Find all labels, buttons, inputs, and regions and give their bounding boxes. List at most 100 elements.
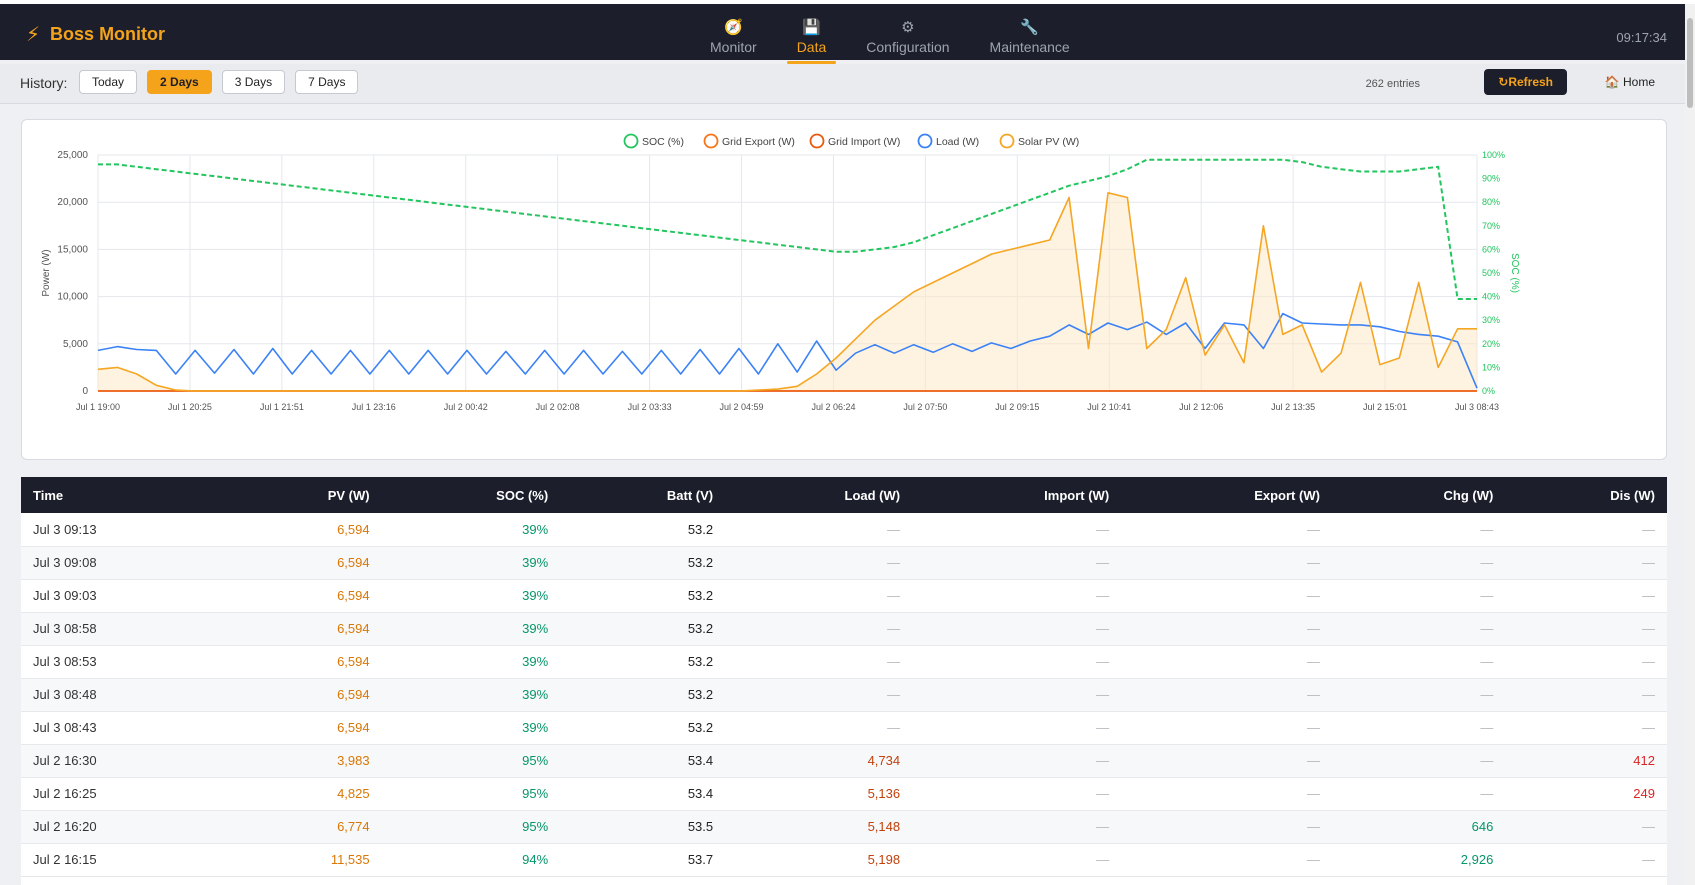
table-row[interactable]: Jul 2 16:30 3,983 95% 53.4 4,734— — —412	[21, 744, 1667, 778]
top-bar: ⚡ Boss Monitor 🧭 Monitor 💾 Data ⚙ Config…	[0, 0, 1695, 64]
col-import[interactable]: Import (W)	[1044, 487, 1110, 503]
table-row[interactable]: Jul 2 16:20 6,774 95% 53.5 5,148— —646—	[21, 810, 1667, 844]
cell-dis: —	[1505, 612, 1667, 646]
cell-chg: —	[1331, 777, 1506, 811]
table-row[interactable]: Jul 3 08:58 6,594 39% 53.2— — — — —	[21, 612, 1667, 646]
table-row[interactable]: Jul 3 09:03 6,594 39% 53.2— — — — —	[21, 579, 1667, 613]
cell-chg: —	[1331, 546, 1506, 580]
cell-export: —	[1121, 579, 1332, 613]
range-7-days-button[interactable]: 7 Days	[295, 70, 359, 94]
table-row[interactable]: Jul 3 09:08 6,594 39% 53.2— — — — —	[21, 546, 1667, 580]
nav-monitor[interactable]: 🧭 Monitor	[690, 8, 777, 64]
cell-dis: —	[1505, 843, 1667, 877]
cell-chg: —	[1331, 579, 1506, 613]
cell-load: 5,198	[725, 843, 913, 877]
series-line-soc	[98, 158, 1477, 300]
cell-time: Jul 3 09:03	[21, 579, 227, 613]
table-row[interactable]: Jul 3 08:43 6,594 39% 53.2— — — — —	[21, 711, 1667, 745]
col-time[interactable]: Time	[33, 487, 64, 503]
cell-dis: —	[1505, 678, 1667, 712]
col-soc[interactable]: SOC (%)	[496, 487, 549, 503]
x-tick-label: Jul 2 09:15	[995, 402, 1039, 412]
cell-pv: 3,983	[226, 744, 382, 778]
history-chart[interactable]: 0 5,000 10,000 15,000 20,000 25,000 0% 10% 20% 30…	[22, 120, 1668, 461]
range-today-button[interactable]: Today	[79, 70, 138, 94]
y2-tick-label: 70%	[1482, 221, 1500, 231]
table-body: Jul 3 09:13 6,594 39% 53.2— — — — — Jul 3 09:08 6…	[21, 513, 1667, 877]
table-row[interactable]: Jul 3 08:48 6,594 39% 53.2— — — — —	[21, 678, 1667, 712]
cell-soc: 39%	[381, 678, 561, 712]
table-row[interactable]: Jul 3 09:13 6,594 39% 53.2— — — — —	[21, 513, 1667, 547]
cell-load: 4,734	[725, 744, 913, 778]
x-tick-label: Jul 2 15:01	[1363, 402, 1407, 412]
history-range-buttons: Today 2 Days 3 Days 7 Days	[79, 70, 359, 94]
table-row[interactable]: Jul 2 16:25 4,825 95% 53.4 5,136— — —249	[21, 777, 1667, 811]
y-axis-title: Power (W)	[41, 249, 52, 296]
cell-batt: 53.5	[560, 810, 726, 844]
y-tick-label: 25,000	[57, 150, 88, 161]
y2-tick-label: 80%	[1482, 197, 1500, 207]
cell-time: Jul 2 16:15	[21, 843, 227, 877]
legend-marker	[999, 133, 1015, 149]
legend-marker	[703, 133, 719, 149]
cell-soc: 39%	[381, 711, 561, 745]
cell-export: —	[1121, 777, 1332, 811]
page-scrollbar[interactable]	[1685, 4, 1695, 885]
cell-batt: 53.7	[560, 843, 726, 877]
cell-time: Jul 3 09:08	[21, 546, 227, 580]
cell-pv: 4,825	[226, 777, 382, 811]
cell-soc: 95%	[381, 777, 561, 811]
cell-import: —	[912, 612, 1122, 646]
cell-pv: 6,594	[226, 513, 382, 547]
table-row[interactable]: Jul 3 08:53 6,594 39% 53.2— — — — —	[21, 645, 1667, 679]
x-tick-label: Jul 2 06:24	[811, 402, 855, 412]
cell-soc: 94%	[381, 843, 561, 877]
y2-tick-label: 30%	[1482, 315, 1500, 325]
col-dis[interactable]: Dis (W)	[1610, 487, 1655, 503]
col-batt[interactable]: Batt (V)	[666, 487, 714, 503]
cell-export: —	[1121, 810, 1332, 844]
clock: 09:17:34	[1616, 30, 1667, 45]
cell-batt: 53.2	[560, 678, 726, 712]
cell-import: —	[912, 744, 1122, 778]
history-table: Time PV (W) SOC (%) Batt (V) Load (W) Im…	[21, 477, 1667, 877]
cell-import: —	[912, 843, 1122, 877]
legend-marker	[623, 133, 639, 149]
cell-soc: 39%	[381, 579, 561, 613]
range-2-days-button[interactable]: 2 Days	[147, 70, 212, 94]
y2-tick-label: 10%	[1482, 362, 1500, 372]
cell-dis: —	[1505, 513, 1667, 547]
series-line-load-w	[97, 312, 1478, 389]
cell-load: 5,148	[725, 810, 913, 844]
cell-chg: —	[1331, 513, 1506, 547]
col-chg[interactable]: Chg (W)	[1443, 487, 1494, 503]
cell-soc: 95%	[381, 810, 561, 844]
y-tick-label: 0	[82, 386, 88, 397]
table-row[interactable]: Jul 2 16:15 11,535 94% 53.7 5,198— —2,926—	[21, 843, 1667, 877]
cell-pv: 6,594	[226, 612, 382, 646]
series-line-solar-pv-w	[97, 192, 1477, 392]
nav-configuration[interactable]: ⚙ Configuration	[846, 8, 969, 64]
brand[interactable]: ⚡ Boss Monitor	[26, 22, 165, 47]
nav-maintenance[interactable]: 🔧 Maintenance	[970, 8, 1090, 64]
col-pv[interactable]: PV (W)	[327, 487, 370, 503]
y2-tick-label: 90%	[1482, 174, 1500, 184]
col-export[interactable]: Export (W)	[1254, 487, 1320, 503]
cell-load: —	[725, 612, 913, 646]
cell-import: —	[912, 711, 1122, 745]
cell-pv: 6,774	[226, 810, 382, 844]
col-load[interactable]: Load (W)	[844, 487, 901, 503]
cell-import: —	[912, 810, 1122, 844]
cell-pv: 11,535	[226, 843, 382, 877]
history-chart-card: 0 5,000 10,000 15,000 20,000 25,000 0% 10% 20% 30…	[21, 119, 1667, 460]
refresh-button[interactable]: ↻Refresh	[1484, 69, 1567, 95]
cell-load: —	[725, 513, 913, 547]
cell-soc: 95%	[381, 744, 561, 778]
home-link[interactable]: 🏠 Home	[1605, 75, 1655, 89]
scrollbar-thumb[interactable]	[1687, 18, 1693, 108]
nav-data[interactable]: 💾 Data	[777, 8, 847, 64]
range-3-days-button[interactable]: 3 Days	[221, 70, 286, 94]
x-tick-label: Jul 2 02:08	[536, 402, 580, 412]
cell-export: —	[1121, 843, 1332, 877]
main-nav: 🧭 Monitor 💾 Data ⚙ Configuration 🔧 Maint…	[690, 8, 1090, 64]
